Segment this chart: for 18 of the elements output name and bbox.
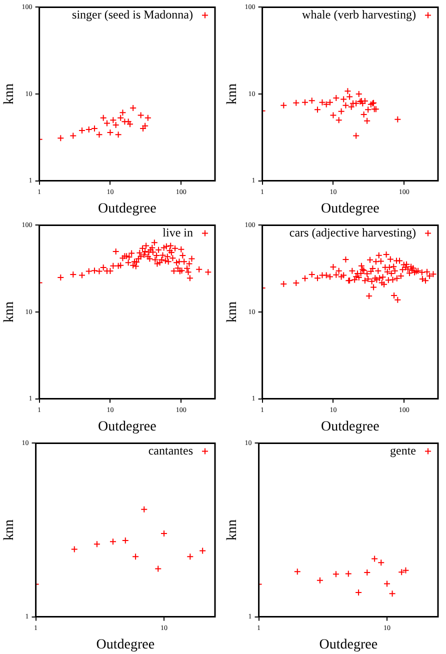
legend-label: cantantes bbox=[148, 443, 194, 458]
legend-label: whale (verb harvesting) bbox=[302, 7, 416, 22]
legend-label: gente bbox=[390, 443, 416, 458]
y-axis-title: knn bbox=[225, 520, 240, 540]
x-axis-title: Outdegree bbox=[98, 419, 156, 434]
y-axis-title: knn bbox=[2, 302, 18, 322]
x-axis-title: Outdegree bbox=[320, 419, 380, 434]
y-axis-title: knn bbox=[225, 302, 240, 322]
legend-label: singer (seed is Madonna) bbox=[72, 7, 194, 22]
x-axis-title: Outdegree bbox=[319, 637, 378, 652]
y-axis-title: knn bbox=[2, 84, 18, 104]
legend-label: cars (adjective harvesting) bbox=[289, 225, 416, 240]
x-axis-title: Outdegree bbox=[96, 637, 155, 652]
y-axis-title: knn bbox=[225, 84, 240, 104]
x-axis-title: Outdegree bbox=[320, 201, 380, 216]
y-axis-title: knn bbox=[2, 520, 18, 540]
x-axis-title: Outdegree bbox=[98, 201, 156, 216]
legend-label: live in bbox=[162, 225, 193, 240]
